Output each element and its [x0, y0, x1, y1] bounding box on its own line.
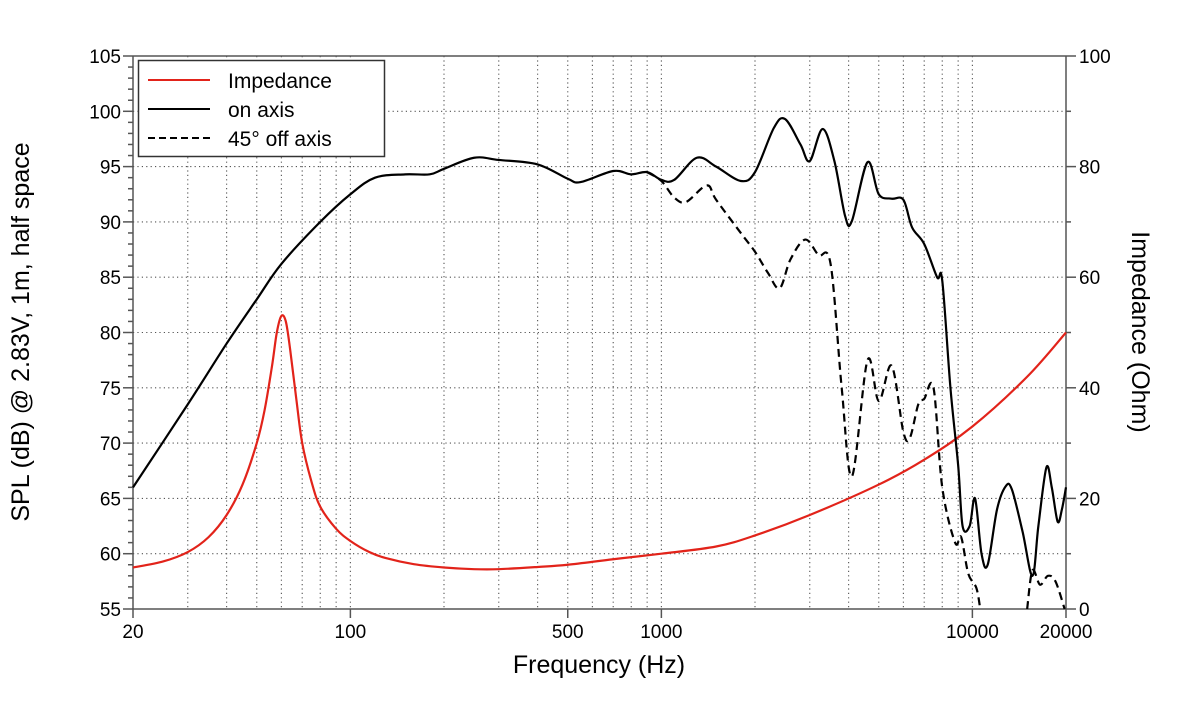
- y-axis-title: SPL (dB) @ 2.83V, 1m, half space: [7, 142, 35, 521]
- x-tick-label: 10000: [946, 622, 999, 643]
- y-tick-label: 95: [100, 158, 121, 179]
- series-line-on-axis: [132, 116, 1068, 577]
- x-tick-label: 100: [335, 622, 367, 643]
- legend-label-off-axis: 45° off axis: [228, 128, 332, 151]
- y-tick-label: 85: [100, 268, 121, 289]
- x-tick-label: 1000: [640, 622, 682, 643]
- legend: Impedance on axis 45° off axis: [137, 59, 386, 158]
- y2-tick-label: 60: [1079, 268, 1100, 289]
- y-tick-label: 70: [100, 434, 121, 455]
- x-tick-label: 20: [122, 622, 143, 643]
- y-tick-label: 100: [89, 102, 121, 123]
- y-tick-label: 60: [100, 545, 121, 566]
- y2-tick-label: 0: [1079, 600, 1090, 621]
- series-line-impedance: [132, 314, 1067, 571]
- y-tick-label: 65: [100, 489, 121, 510]
- y2-tick-label: 40: [1079, 379, 1100, 400]
- y2-tick-label: 80: [1079, 158, 1100, 179]
- legend-label-on-axis: on axis: [228, 99, 295, 122]
- x-tick-label: 500: [552, 622, 584, 643]
- grid: [133, 56, 1066, 609]
- y-tick-label: 55: [100, 600, 121, 621]
- x-axis-title: Frequency (Hz): [513, 651, 685, 679]
- y2-axis-title: Impedance (Ohm): [1126, 231, 1154, 432]
- series-group: [132, 116, 1068, 610]
- tick-labels: 20 100 500 1000 10000 20000556065707580859095…: [89, 47, 1110, 643]
- series-line-45-off-axis: [1026, 568, 1066, 610]
- y2-tick-label: 20: [1079, 489, 1100, 510]
- y-tick-label: 80: [100, 324, 121, 345]
- y-tick-label: 90: [100, 213, 121, 234]
- y2-tick-label: 100: [1079, 47, 1111, 68]
- y-tick-label: 105: [89, 47, 121, 68]
- series-line-45-off-axis: [646, 171, 982, 610]
- legend-label-impedance: Impedance: [228, 70, 332, 93]
- x-tick-label: 20000: [1040, 622, 1093, 643]
- y-tick-label: 75: [100, 379, 121, 400]
